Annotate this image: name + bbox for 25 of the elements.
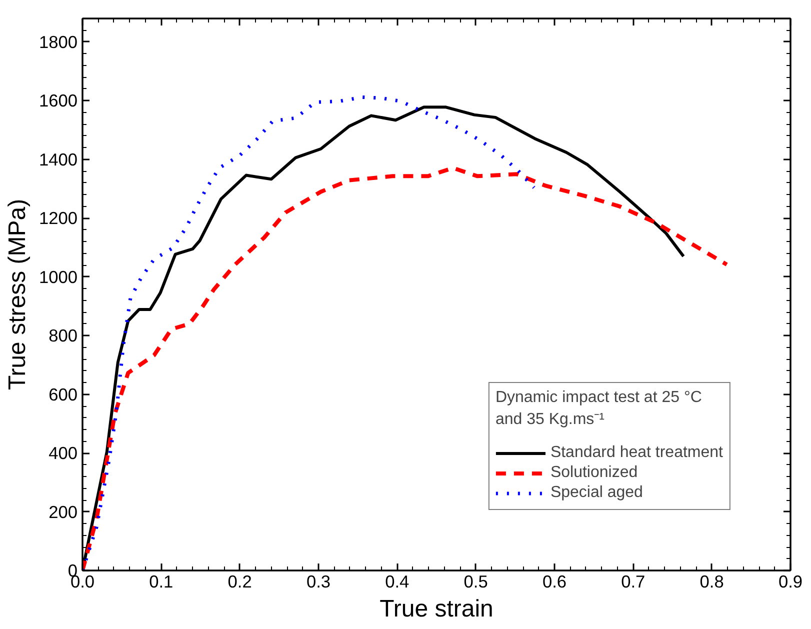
- x-tick-label: 0.1: [149, 572, 174, 592]
- legend-title: Dynamic impact test at 25 °C and 35 Kg.ms⁻¹: [495, 389, 703, 429]
- x-tick-label: 0.9: [778, 572, 803, 592]
- y-tick-label: 1800: [38, 32, 78, 52]
- x-axis-title: True strain: [380, 596, 494, 622]
- x-tick-label: 0.3: [306, 572, 331, 592]
- legend-label: Standard heat treatment: [550, 444, 723, 462]
- y-tick-label: 1200: [38, 208, 78, 228]
- y-axis-title: True stress (MPa): [4, 198, 31, 390]
- y-tick-label: 800: [48, 326, 78, 346]
- y-tick-label: 1600: [38, 90, 78, 111]
- x-tick-label: 0.5: [464, 572, 488, 592]
- line-series: [82, 166, 729, 570]
- y-tick-label: 400: [48, 443, 78, 464]
- x-tick-label: 0.6: [542, 572, 567, 592]
- legend-label: Special aged: [550, 484, 643, 502]
- x-tick-label: 0.2: [228, 572, 252, 592]
- y-tick-label: 200: [48, 502, 78, 522]
- x-tick-label: 0.7: [621, 572, 646, 592]
- y-tick-label: 1000: [38, 266, 78, 287]
- y-tick-label: 1400: [38, 149, 78, 170]
- x-tick-label: 0.8: [700, 572, 724, 592]
- legend-label: Solutionized: [550, 464, 638, 482]
- x-tick-label: 0.4: [385, 572, 410, 592]
- y-tick-label: 600: [48, 384, 78, 404]
